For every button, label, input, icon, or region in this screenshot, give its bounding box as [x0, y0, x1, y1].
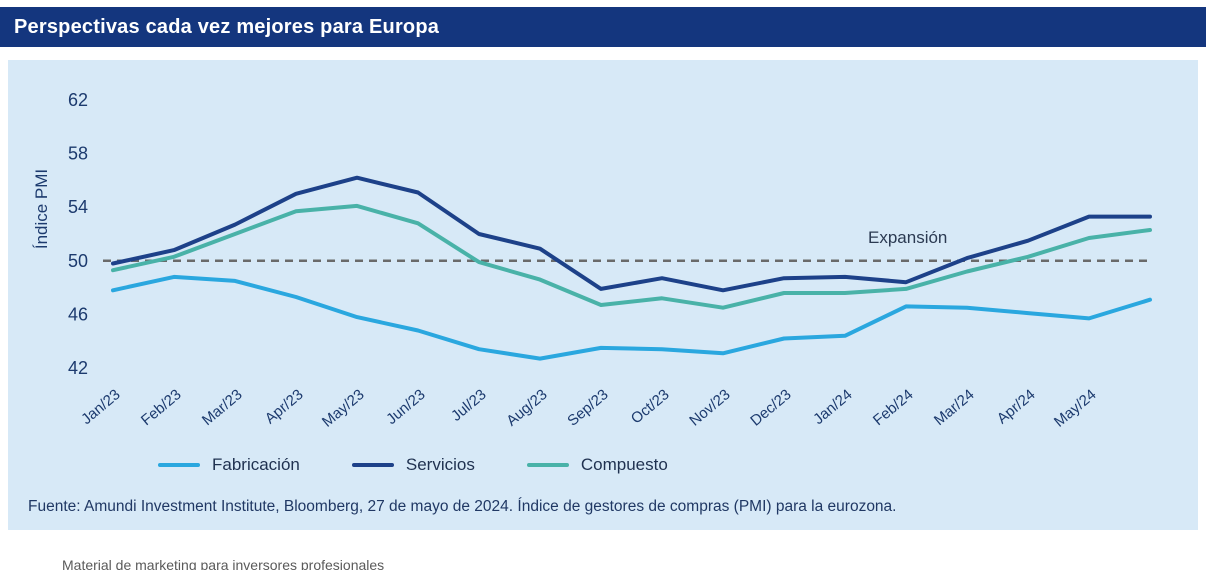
fabricacion-line-swatch [158, 463, 200, 467]
series-line-compuesto [111, 203, 1152, 310]
chart-panel: Índice PMI 62 58 54 50 46 42 Expansión Jan/23 Fe… [8, 60, 1198, 530]
y-tick-label: 42 [68, 358, 88, 378]
x-tick-label: Apr/23 [262, 386, 307, 427]
x-tick-label: Oct/23 [628, 386, 673, 427]
pmi-line-chart: 62 58 54 50 46 42 Expansión Jan/23 Feb/23 Mar/23 A… [68, 90, 1153, 431]
source-note: Fuente: Amundi Investment Institute, Blo… [28, 498, 897, 515]
y-axis-label: Índice PMI [32, 168, 51, 250]
y-tick-label: 50 [68, 251, 88, 271]
compuesto-line-swatch [526, 463, 569, 467]
x-tick-label: Feb/24 [870, 386, 917, 429]
x-tick-label: Jan/23 [78, 386, 123, 428]
legend-item-fabricacion: Fabricación [158, 455, 300, 475]
x-tick-label: May/23 [319, 386, 368, 431]
legend-label: Servicios [405, 455, 475, 474]
legend-item-servicios: Servicios [351, 455, 475, 475]
x-tick-label: Jan/24 [810, 386, 855, 428]
x-tick-label: Dec/23 [747, 386, 794, 430]
x-tick-label: Aug/23 [503, 386, 550, 430]
y-tick-label: 46 [68, 304, 88, 324]
chart-legend: Fabricación Servicios Compuesto [158, 455, 668, 475]
page-header: Perspectivas cada vez mejores para Europ… [0, 7, 1206, 47]
x-tick-label: May/24 [1051, 386, 1100, 431]
expansion-annotation: Expansión [868, 228, 947, 247]
x-tick-label: Jun/23 [383, 386, 428, 428]
legend-label: Fabricación [212, 455, 300, 474]
servicios-line-swatch [351, 463, 394, 467]
y-tick-label: 62 [68, 90, 88, 110]
x-tick-label: Mar/23 [199, 386, 246, 429]
x-tick-label: Nov/23 [686, 386, 733, 430]
legend-label: Compuesto [580, 455, 668, 474]
footer-disclaimer: Material de marketing para inversores pr… [62, 557, 385, 570]
x-tick-label: Mar/24 [931, 386, 978, 429]
page-title: Perspectivas cada vez mejores para Europ… [14, 15, 440, 38]
y-tick-label: 54 [68, 197, 88, 217]
series-line-servicios [111, 175, 1152, 293]
legend-item-compuesto: Compuesto [526, 455, 668, 475]
x-tick-label: Sep/23 [564, 386, 611, 430]
x-tick-label: Jul/23 [448, 386, 490, 425]
x-tick-label: Apr/24 [994, 386, 1039, 427]
series-line-fabricación [111, 274, 1152, 361]
y-tick-label: 58 [68, 144, 88, 164]
x-tick-label: Feb/23 [138, 386, 185, 429]
